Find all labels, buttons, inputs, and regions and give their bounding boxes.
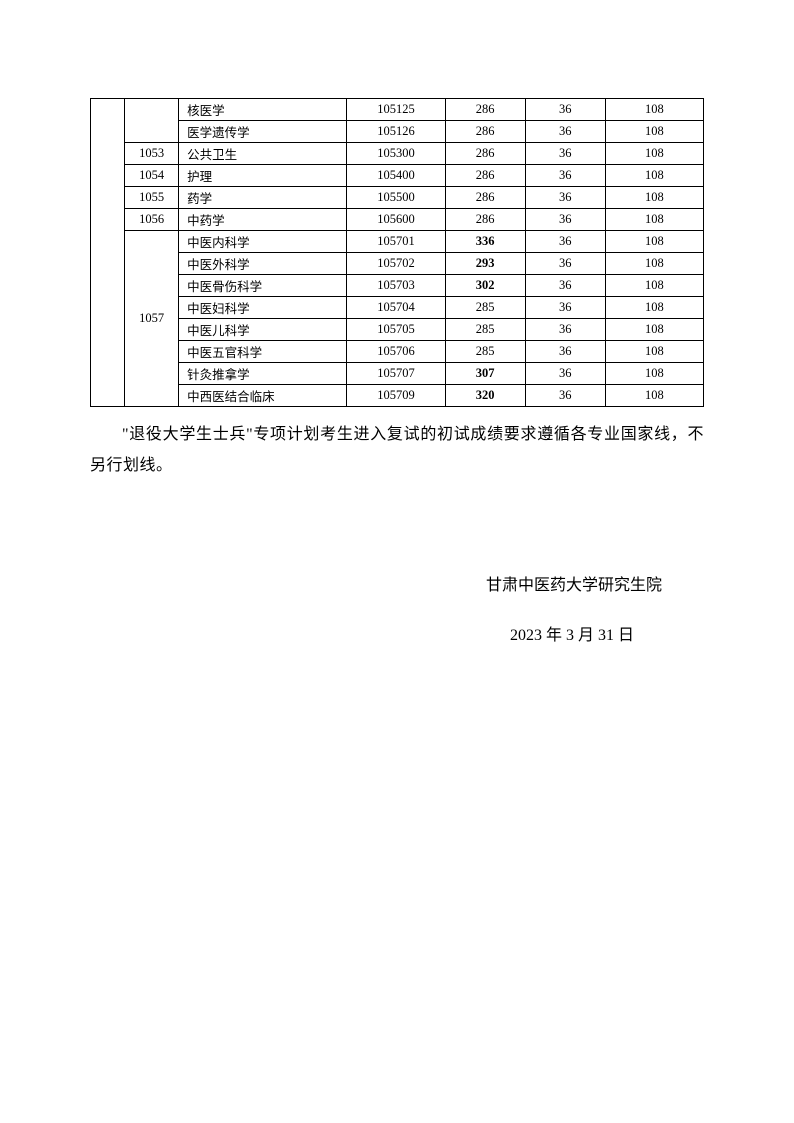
major-name: 医学遗传学 (179, 121, 347, 143)
subject-score-1: 36 (525, 341, 605, 363)
subject-score-2: 108 (605, 385, 703, 407)
category-code: 1053 (125, 143, 179, 165)
total-score: 286 (445, 209, 525, 231)
category-code: 1057 (125, 231, 179, 407)
table-row: 中医骨伤科学10570330236108 (91, 275, 704, 297)
table-row: 医学遗传学10512628636108 (91, 121, 704, 143)
category-code: 1054 (125, 165, 179, 187)
subject-score-2: 108 (605, 143, 703, 165)
category-code (125, 99, 179, 143)
category-code: 1056 (125, 209, 179, 231)
major-code: 105703 (347, 275, 445, 297)
total-score: 285 (445, 297, 525, 319)
table-row: 1057中医内科学10570133636108 (91, 231, 704, 253)
major-name: 中医外科学 (179, 253, 347, 275)
blank-cell (91, 99, 125, 407)
major-code: 105709 (347, 385, 445, 407)
subject-score-2: 108 (605, 121, 703, 143)
major-code: 105705 (347, 319, 445, 341)
subject-score-1: 36 (525, 363, 605, 385)
major-code: 105300 (347, 143, 445, 165)
major-name: 中医五官科学 (179, 341, 347, 363)
total-score: 286 (445, 143, 525, 165)
major-code: 105702 (347, 253, 445, 275)
major-name: 中医儿科学 (179, 319, 347, 341)
major-code: 105701 (347, 231, 445, 253)
table-row: 1054护理10540028636108 (91, 165, 704, 187)
date-line: 2023 年 3 月 31 日 (90, 621, 704, 645)
subject-score-1: 36 (525, 121, 605, 143)
table-row: 1053公共卫生10530028636108 (91, 143, 704, 165)
subject-score-2: 108 (605, 275, 703, 297)
major-name: 中药学 (179, 209, 347, 231)
table-row: 核医学10512528636108 (91, 99, 704, 121)
subject-score-2: 108 (605, 253, 703, 275)
major-code: 105400 (347, 165, 445, 187)
subject-score-1: 36 (525, 209, 605, 231)
subject-score-2: 108 (605, 165, 703, 187)
subject-score-2: 108 (605, 341, 703, 363)
subject-score-2: 108 (605, 99, 703, 121)
subject-score-1: 36 (525, 165, 605, 187)
total-score: 286 (445, 187, 525, 209)
major-code: 105125 (347, 99, 445, 121)
table-row: 1055药学10550028636108 (91, 187, 704, 209)
major-name: 核医学 (179, 99, 347, 121)
major-code: 105704 (347, 297, 445, 319)
table-row: 中医外科学10570229336108 (91, 253, 704, 275)
major-name: 中医妇科学 (179, 297, 347, 319)
subject-score-2: 108 (605, 209, 703, 231)
subject-score-2: 108 (605, 363, 703, 385)
total-score: 336 (445, 231, 525, 253)
category-code: 1055 (125, 187, 179, 209)
subject-score-1: 36 (525, 253, 605, 275)
subject-score-1: 36 (525, 231, 605, 253)
major-name: 中医骨伤科学 (179, 275, 347, 297)
subject-score-1: 36 (525, 275, 605, 297)
signature-line: 甘肃中医药大学研究生院 (90, 569, 704, 603)
table-row: 中医儿科学10570528536108 (91, 319, 704, 341)
major-code: 105707 (347, 363, 445, 385)
subject-score-2: 108 (605, 231, 703, 253)
major-name: 中医内科学 (179, 231, 347, 253)
table-row: 1056中药学10560028636108 (91, 209, 704, 231)
total-score: 286 (445, 99, 525, 121)
table-row: 针灸推拿学10570730736108 (91, 363, 704, 385)
total-score: 307 (445, 363, 525, 385)
major-name: 公共卫生 (179, 143, 347, 165)
subject-score-1: 36 (525, 297, 605, 319)
subject-score-2: 108 (605, 297, 703, 319)
major-code: 105126 (347, 121, 445, 143)
table-row: 中医妇科学10570428536108 (91, 297, 704, 319)
subject-score-1: 36 (525, 385, 605, 407)
major-code: 105706 (347, 341, 445, 363)
major-name: 中西医结合临床 (179, 385, 347, 407)
major-name: 针灸推拿学 (179, 363, 347, 385)
scores-table: 核医学10512528636108医学遗传学105126286361081053… (90, 98, 704, 407)
note-paragraph: "退役大学生士兵"专项计划考生进入复试的初试成绩要求遵循各专业国家线，不另行划线… (90, 419, 704, 481)
subject-score-1: 36 (525, 99, 605, 121)
total-score: 285 (445, 319, 525, 341)
total-score: 286 (445, 165, 525, 187)
total-score: 286 (445, 121, 525, 143)
major-code: 105500 (347, 187, 445, 209)
major-code: 105600 (347, 209, 445, 231)
major-name: 药学 (179, 187, 347, 209)
subject-score-1: 36 (525, 187, 605, 209)
total-score: 320 (445, 385, 525, 407)
total-score: 293 (445, 253, 525, 275)
major-name: 护理 (179, 165, 347, 187)
subject-score-1: 36 (525, 143, 605, 165)
subject-score-2: 108 (605, 187, 703, 209)
total-score: 285 (445, 341, 525, 363)
subject-score-2: 108 (605, 319, 703, 341)
table-row: 中西医结合临床10570932036108 (91, 385, 704, 407)
table-row: 中医五官科学10570628536108 (91, 341, 704, 363)
subject-score-1: 36 (525, 319, 605, 341)
total-score: 302 (445, 275, 525, 297)
